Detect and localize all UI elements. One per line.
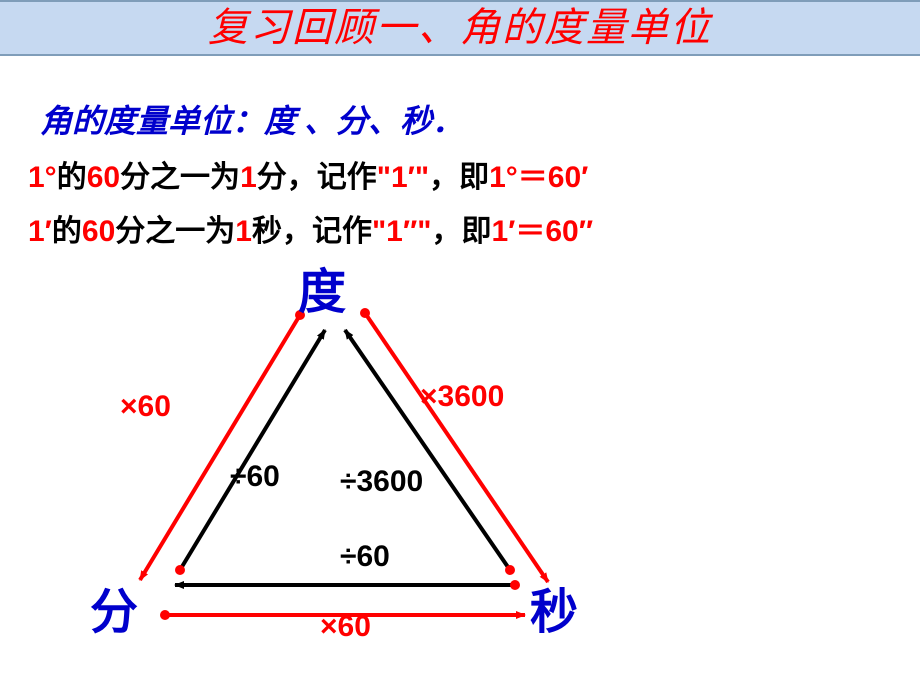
- label-x3600: ×3600: [420, 380, 504, 414]
- txt: 的: [57, 161, 87, 194]
- txt: 秒，记作: [252, 215, 372, 248]
- txt: 1°＝60′: [489, 161, 588, 194]
- definition-minute: 1°的60分之一为1分，记作"1′"，即1°＝60′: [28, 152, 920, 196]
- title-bar: 复习回顾一、角的度量单位: [0, 0, 920, 56]
- txt: ，即: [429, 161, 489, 194]
- definition-second: 1′的60分之一为1秒，记作"1″"，即1′＝60″: [28, 206, 920, 250]
- txt: 分，记作: [257, 161, 377, 194]
- page-title: 复习回顾一、角的度量单位: [208, 5, 712, 50]
- txt: 分之一为: [120, 161, 240, 194]
- txt: 1°: [28, 161, 57, 194]
- node-degree: 度: [298, 252, 346, 322]
- txt: 1′＝60″: [491, 215, 593, 248]
- txt: "1″": [372, 215, 432, 248]
- txt: 60: [87, 161, 120, 194]
- txt: 分之一为: [115, 215, 235, 248]
- txt: 1: [240, 161, 257, 194]
- conversion-diagram: 度 分 秒 ×60 ÷60 ×3600 ÷3600 ÷60 ×60: [60, 260, 620, 680]
- node-minute: 分: [90, 572, 138, 642]
- txt: 1: [235, 215, 252, 248]
- label-x60-left: ×60: [120, 390, 171, 424]
- label-div3600: ÷3600: [340, 465, 423, 499]
- txt: 的: [52, 215, 82, 248]
- label-x60-bottom: ×60: [320, 610, 371, 644]
- txt: 60: [82, 215, 115, 248]
- label-div60-bottom: ÷60: [340, 540, 390, 574]
- txt: 1′: [28, 215, 52, 248]
- node-second: 秒: [530, 572, 578, 642]
- subtitle: 角的度量单位：度 、分、秒．: [40, 96, 920, 142]
- txt: "1′": [377, 161, 429, 194]
- txt: ，即: [431, 215, 491, 248]
- label-div60-left: ÷60: [230, 460, 280, 494]
